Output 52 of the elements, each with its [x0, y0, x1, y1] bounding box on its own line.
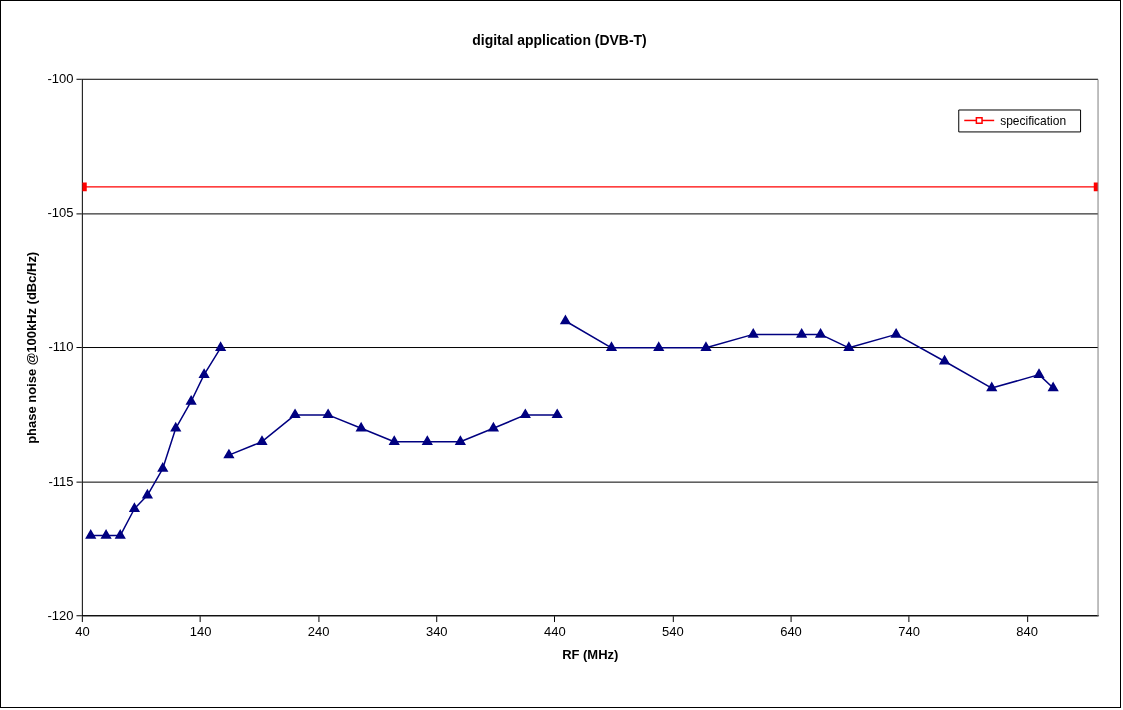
x-tick-label: 640: [780, 624, 802, 640]
point: [256, 435, 268, 445]
point: [606, 342, 617, 352]
point: [323, 409, 334, 419]
point: [223, 449, 234, 459]
point: [653, 342, 664, 352]
point: [101, 529, 112, 539]
x-tick-label: 540: [662, 624, 684, 640]
point: [939, 355, 950, 365]
point: [986, 382, 997, 392]
point: [1048, 382, 1059, 392]
y-tick-label: -115: [48, 473, 74, 489]
y-tick-label: -120: [47, 607, 74, 623]
point: [157, 462, 168, 472]
y-tick-label: -110: [48, 339, 74, 355]
point: [85, 529, 96, 539]
point: [289, 409, 301, 419]
x-tick-label: 240: [307, 624, 330, 640]
point: [455, 435, 466, 445]
y-axis-title: phase noise @100kHz (dBc/Hz): [24, 251, 40, 444]
point: [488, 422, 499, 432]
point: [199, 368, 210, 378]
point: [891, 328, 902, 338]
point: [389, 435, 400, 445]
x-tick-label: 740: [898, 624, 920, 640]
point: [186, 395, 197, 405]
x-tick-label: 140: [189, 624, 212, 640]
y-tick-label: -105: [47, 205, 74, 221]
y-tick-label: -100: [47, 71, 74, 87]
point: [356, 422, 367, 432]
x-tick-label: 40: [75, 624, 90, 640]
point: [129, 503, 140, 512]
point: [520, 409, 531, 419]
point: [815, 328, 826, 338]
point: [422, 435, 433, 445]
point: [1033, 368, 1045, 378]
point: [215, 342, 226, 352]
point: [843, 342, 854, 352]
x-tick-label: 440: [544, 624, 566, 640]
point: [748, 328, 759, 338]
point: [560, 315, 571, 325]
point: [115, 529, 126, 539]
x-axis-title: RF (MHz): [562, 646, 619, 662]
point: [796, 328, 807, 338]
point: [170, 422, 181, 432]
point: [700, 342, 712, 352]
point: [142, 489, 153, 499]
chart-title: digital application (DVB-T): [472, 32, 647, 49]
x-tick-label: 840: [1016, 624, 1039, 640]
point: [552, 409, 563, 419]
legend-label: specification: [1000, 113, 1067, 128]
x-tick-label: 340: [425, 624, 448, 640]
